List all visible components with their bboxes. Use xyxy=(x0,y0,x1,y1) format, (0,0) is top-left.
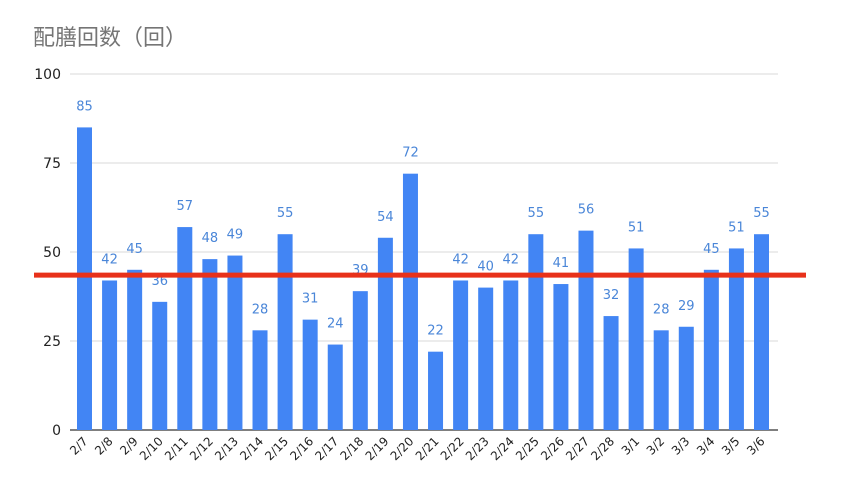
bar xyxy=(628,248,644,430)
y-tick-label: 75 xyxy=(43,156,61,172)
y-tick-label: 25 xyxy=(43,334,61,350)
data-label: 57 xyxy=(177,199,194,214)
bar xyxy=(603,316,619,430)
data-label: 48 xyxy=(202,231,219,246)
bar xyxy=(653,330,669,430)
x-tick-label: 2/18 xyxy=(337,434,366,463)
data-label: 72 xyxy=(402,146,419,161)
x-tick-label: 2/11 xyxy=(162,434,191,463)
bar xyxy=(152,301,168,430)
data-label: 22 xyxy=(427,324,444,339)
x-tick-label: 2/8 xyxy=(92,434,116,458)
bar xyxy=(678,326,694,430)
bar xyxy=(177,227,193,430)
bar xyxy=(528,234,544,430)
data-label: 42 xyxy=(452,252,469,267)
x-tick-label: 3/6 xyxy=(744,434,768,458)
y-tick-label: 100 xyxy=(34,67,61,83)
data-label: 28 xyxy=(252,302,269,317)
bar xyxy=(478,287,494,430)
data-label: 32 xyxy=(603,288,620,303)
data-label: 51 xyxy=(628,220,645,235)
x-tick-label: 2/19 xyxy=(363,434,392,463)
x-tick-label: 2/28 xyxy=(588,434,617,463)
y-axis-ticks: 0 25 50 75 100 xyxy=(34,67,61,439)
bar xyxy=(277,234,293,430)
x-tick-label: 2/25 xyxy=(513,434,542,463)
bar xyxy=(402,173,418,430)
bar xyxy=(227,255,243,430)
x-tick-label: 2/17 xyxy=(312,434,341,463)
bars xyxy=(77,127,769,431)
data-label: 55 xyxy=(277,206,294,221)
data-label: 49 xyxy=(227,228,244,243)
bar xyxy=(77,127,92,431)
bar xyxy=(553,284,569,430)
bar xyxy=(327,344,343,430)
bar xyxy=(302,319,318,430)
x-tick-label: 2/23 xyxy=(463,434,492,463)
bar xyxy=(453,280,469,430)
data-label: 24 xyxy=(327,317,344,332)
data-label: 45 xyxy=(126,242,143,257)
x-tick-label: 2/13 xyxy=(212,434,241,463)
x-tick-label: 2/24 xyxy=(488,434,517,463)
data-label: 40 xyxy=(477,260,494,275)
x-tick-label: 3/2 xyxy=(644,434,668,458)
bar xyxy=(102,280,118,430)
bar xyxy=(202,259,218,430)
bar xyxy=(754,234,769,430)
data-label: 31 xyxy=(302,292,319,307)
data-label: 41 xyxy=(553,256,570,271)
gridlines xyxy=(70,73,778,431)
bar xyxy=(377,237,393,430)
x-tick-label: 2/21 xyxy=(413,434,442,463)
x-tick-label: 2/15 xyxy=(262,434,291,463)
x-tick-label: 2/27 xyxy=(563,434,592,463)
data-label: 45 xyxy=(703,242,720,257)
data-label: 56 xyxy=(578,203,595,218)
x-tick-label: 2/12 xyxy=(187,434,216,463)
x-tick-label: 3/5 xyxy=(719,434,743,458)
x-tick-label: 3/4 xyxy=(694,434,718,458)
bar xyxy=(578,230,594,430)
x-tick-label: 2/16 xyxy=(287,434,316,463)
x-tick-label: 2/7 xyxy=(67,434,91,458)
data-label: 55 xyxy=(753,206,770,221)
x-tick-label: 2/22 xyxy=(438,434,467,463)
bar xyxy=(252,330,268,430)
x-axis-ticks: 2/7 2/8 2/92/102/112/122/132/142/152/162/1… xyxy=(67,434,768,463)
bar xyxy=(503,280,519,430)
y-tick-label: 50 xyxy=(43,245,61,261)
data-label: 29 xyxy=(678,299,695,314)
x-tick-label: 2/10 xyxy=(137,434,166,463)
data-label: 55 xyxy=(528,206,545,221)
data-label: 42 xyxy=(502,252,519,267)
chart-title: 配膳回数（回） xyxy=(33,26,187,51)
data-label: 85 xyxy=(76,99,93,114)
x-tick-label: 3/1 xyxy=(619,434,643,458)
data-label: 42 xyxy=(101,252,118,267)
bar xyxy=(127,269,143,430)
x-tick-label: 2/20 xyxy=(388,434,417,463)
x-tick-label: 2/26 xyxy=(538,434,567,463)
x-tick-label: 2/14 xyxy=(237,434,266,463)
x-tick-label: 3/3 xyxy=(669,434,693,458)
bar xyxy=(728,248,744,430)
data-label: 28 xyxy=(653,302,670,317)
bar xyxy=(352,291,368,430)
y-tick-label: 0 xyxy=(52,423,61,439)
data-label: 51 xyxy=(728,220,745,235)
bar xyxy=(703,269,719,430)
bar xyxy=(428,351,444,430)
data-label: 54 xyxy=(377,210,394,225)
